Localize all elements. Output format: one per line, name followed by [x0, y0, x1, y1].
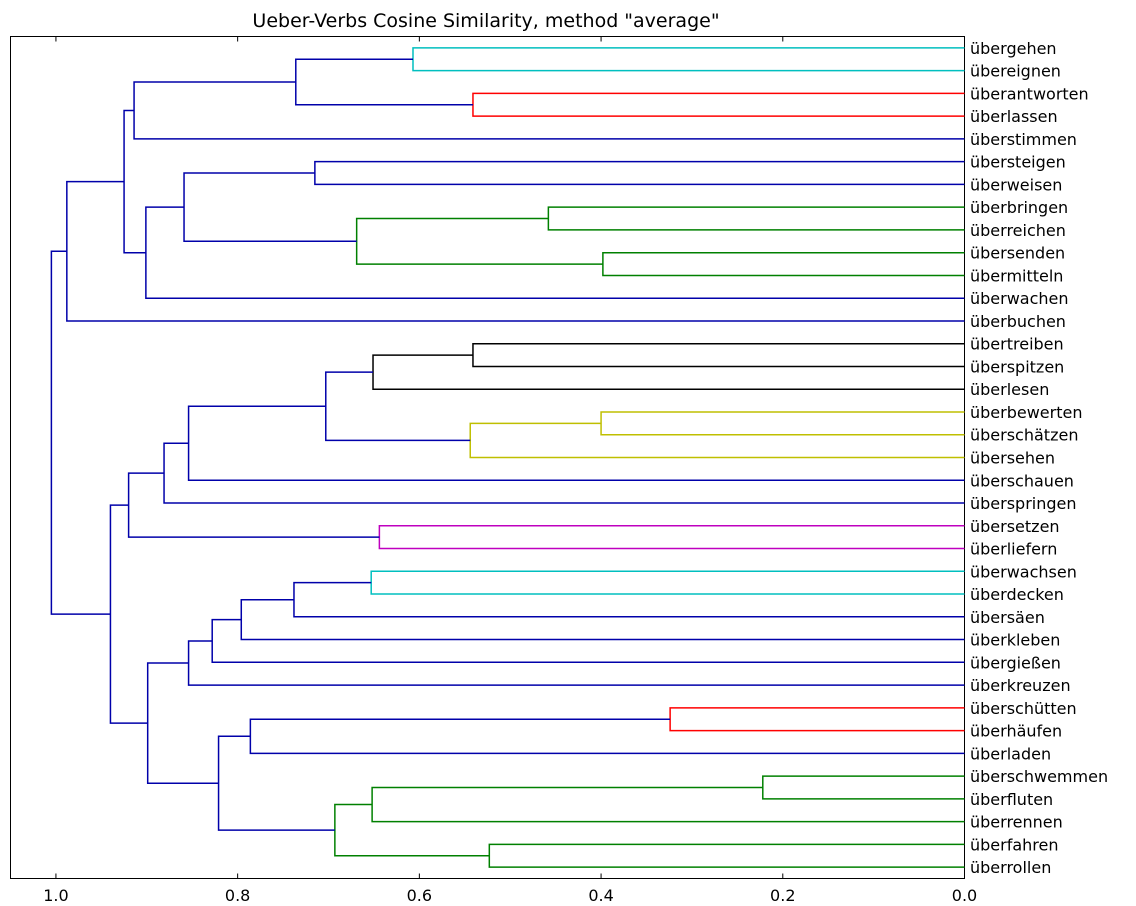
- leaf-label: übersehen: [970, 449, 1055, 468]
- dendrogram-link: [240, 598, 965, 641]
- leaf-label: überdecken: [970, 585, 1064, 604]
- dendrogram-link: [325, 371, 471, 442]
- leaf-label: überschütten: [970, 699, 1077, 718]
- dendrogram-link: [372, 354, 965, 390]
- leaf-label: überrennen: [970, 813, 1063, 832]
- leaf-label: überkleben: [970, 631, 1060, 650]
- x-tick-label: 0.4: [588, 886, 613, 905]
- dendrogram-link: [133, 81, 965, 140]
- dendrogram-link: [295, 58, 473, 106]
- dendrogram-link: [66, 180, 965, 322]
- leaf-label: überschwemmen: [970, 767, 1108, 786]
- dendrogram-link: [211, 618, 965, 664]
- leaf-label: überreichen: [970, 221, 1066, 240]
- dendrogram-link: [249, 718, 965, 755]
- leaf-label: überlassen: [970, 107, 1058, 126]
- leaf-label: überspringen: [970, 494, 1077, 513]
- leaf-label: überhäufen: [970, 722, 1062, 741]
- leaf-label: übertreiben: [970, 335, 1064, 354]
- dendrogram-link: [314, 160, 965, 186]
- leaf-label: überfluten: [970, 790, 1053, 809]
- leaf-label: übersetzen: [970, 517, 1060, 536]
- leaf-label: überwachsen: [970, 562, 1077, 581]
- dendrogram-link: [217, 735, 335, 831]
- leaf-label: überweisen: [970, 175, 1062, 194]
- dendrogram-link: [488, 843, 965, 868]
- leaf-label: überliefern: [970, 540, 1057, 559]
- leaf-label: überbringen: [970, 198, 1068, 217]
- leaf-label: übermitteln: [970, 266, 1063, 285]
- leaf-label: übersenden: [970, 244, 1065, 263]
- dendrogram-link: [109, 504, 148, 724]
- dendrogram-link: [355, 217, 603, 265]
- dendrogram-link: [472, 92, 965, 117]
- x-tick-label: 0.6: [407, 886, 432, 905]
- leaf-label: überstimmen: [970, 130, 1077, 149]
- leaf-label: überladen: [970, 744, 1051, 763]
- dendrogram-link: [123, 109, 146, 254]
- dendrogram-link: [600, 411, 965, 436]
- leaf-label: überschätzen: [970, 426, 1078, 445]
- leaf-label: überrollen: [970, 858, 1051, 877]
- chart-title: Ueber-Verbs Cosine Similarity, method "a…: [252, 10, 719, 32]
- leaf-label: übersteigen: [970, 153, 1066, 172]
- dendrogram-link: [334, 803, 490, 857]
- x-axis: 1.0 0.8 0.6 0.4 0.2 0.0: [43, 36, 977, 905]
- dendrogram-link: [293, 581, 965, 618]
- x-tick-label: 0.0: [952, 886, 977, 905]
- leaf-label: übereignen: [970, 62, 1061, 81]
- leaf-labels: übergehen übereignen überantworten überlass…: [970, 39, 1108, 877]
- leaf-label: überantworten: [970, 84, 1089, 103]
- dendrogram-link: [163, 442, 965, 504]
- dendrogram-link: [50, 250, 111, 615]
- dendrogram-link: [762, 775, 965, 800]
- dendrogram-link: [127, 472, 380, 538]
- leaf-label: überbuchen: [970, 312, 1066, 331]
- dendrogram-link: [669, 707, 965, 732]
- leaf-label: überschauen: [970, 471, 1074, 490]
- dendrogram-link: [187, 405, 965, 482]
- leaf-label: überspitzen: [970, 357, 1064, 376]
- leaf-label: überlesen: [970, 380, 1049, 399]
- leaf-label: überkreuzen: [970, 676, 1071, 695]
- x-tick-label: 0.2: [770, 886, 795, 905]
- leaf-label: überwachen: [970, 289, 1069, 308]
- dendrogram-link: [469, 422, 965, 459]
- dendrogram-link: [183, 172, 357, 243]
- dendrogram-links: [50, 47, 965, 868]
- leaf-label: übergießen: [970, 653, 1061, 672]
- dendrogram-link: [412, 47, 965, 72]
- dendrogram-link: [370, 570, 965, 595]
- dendrogram-link: [602, 251, 965, 277]
- dendrogram-link: [378, 525, 965, 550]
- leaf-label: überbewerten: [970, 403, 1082, 422]
- x-tick-label: 1.0: [43, 886, 68, 905]
- x-tick-label: 0.8: [225, 886, 250, 905]
- leaf-label: überfahren: [970, 835, 1059, 854]
- dendrogram-link: [371, 786, 965, 823]
- dendrogram-link: [472, 342, 965, 368]
- leaf-label: übersäen: [970, 608, 1045, 627]
- leaf-label: übergehen: [970, 39, 1057, 58]
- dendrogram-link: [547, 206, 965, 231]
- dendrogram-link: [146, 662, 219, 784]
